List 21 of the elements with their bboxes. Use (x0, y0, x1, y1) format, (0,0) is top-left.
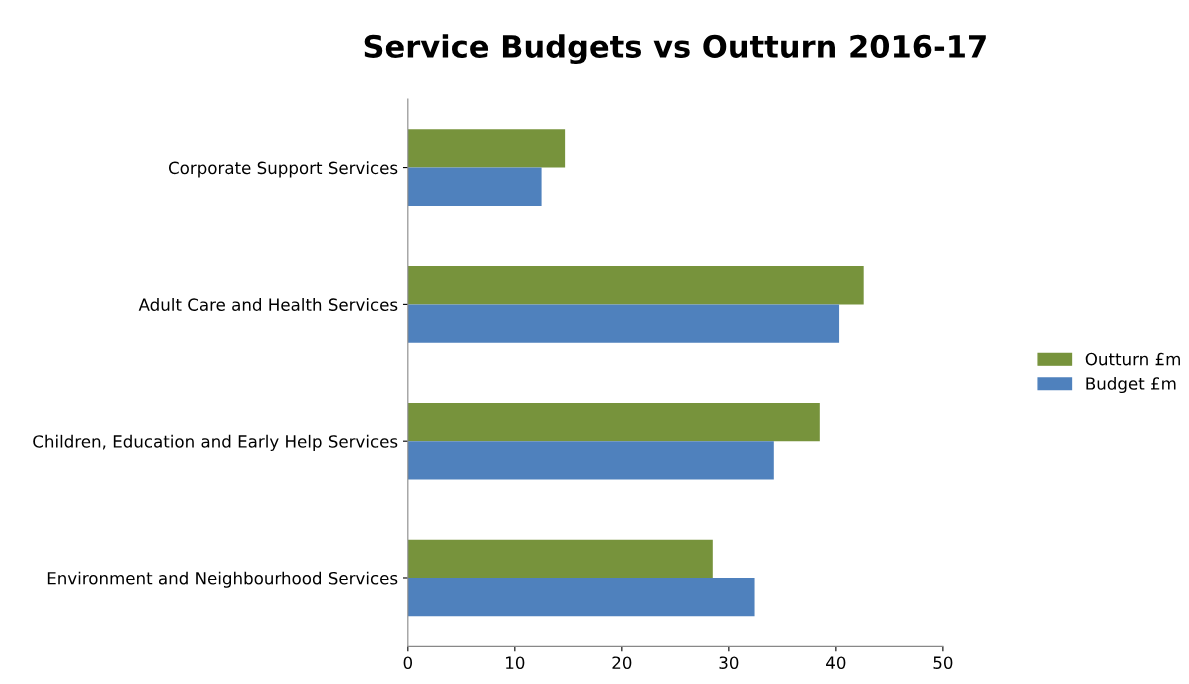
bar (407, 129, 566, 168)
legend-label: Budget £m (1086, 376, 1176, 394)
bar (407, 577, 755, 617)
x-tick-label: 50 (933, 656, 953, 669)
bar (407, 167, 542, 206)
chart-title: Service Budgets vs Outturn 2016-17 (364, 34, 986, 65)
legend-label: Outturn £m (1085, 352, 1180, 366)
y-tick-label: Children, Education and Early Help Services (33, 434, 398, 451)
x-tick-label: 20 (612, 656, 632, 669)
bar (407, 441, 774, 480)
x-tick-label: 0 (403, 656, 413, 669)
x-tick-label: 10 (506, 656, 525, 669)
y-tick-label: Environment and Neighbourhood Services (47, 571, 398, 588)
bar (407, 402, 820, 442)
bar (407, 539, 713, 578)
y-tick-label: Corporate Support Services (168, 161, 398, 178)
y-tick-label: Adult Care and Health Services (138, 298, 398, 311)
bar (407, 266, 864, 305)
x-tick-label: 30 (719, 656, 739, 669)
bar (407, 304, 840, 343)
x-tick-label: 40 (826, 656, 846, 669)
